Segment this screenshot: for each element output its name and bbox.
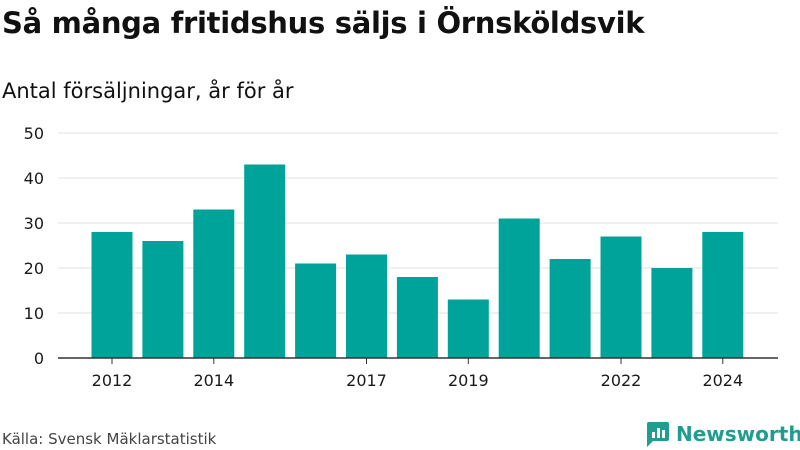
- y-tick-label: 30: [24, 214, 44, 233]
- bar-2022: [600, 236, 642, 358]
- bar-2020: [498, 218, 540, 358]
- y-tick-label: 10: [24, 304, 44, 323]
- x-tick-label: 2017: [346, 371, 387, 390]
- x-tick-label: 2014: [193, 371, 234, 390]
- bar-2012: [91, 232, 133, 358]
- newsworthy-logo-icon: [647, 422, 669, 447]
- bar-2015: [244, 164, 286, 358]
- bar-2018: [396, 277, 438, 358]
- x-tick-label: 2024: [702, 371, 743, 390]
- bar-2016: [295, 263, 337, 358]
- x-tick-label: 2022: [601, 371, 642, 390]
- chart-title: Så många fritidshus säljs i Örnsköldsvik: [2, 6, 645, 40]
- bar-2013: [142, 241, 184, 358]
- source-note: Källa: Svensk Mäklarstatistik: [2, 430, 217, 448]
- y-tick-label: 50: [24, 124, 44, 143]
- bar-2014: [193, 209, 235, 358]
- brand-logo[interactable]: Newsworthy: [644, 420, 800, 448]
- chart-subtitle: Antal försäljningar, år för år: [2, 79, 294, 103]
- bar-2024: [702, 232, 744, 358]
- x-tick-label: 2012: [92, 371, 133, 390]
- x-tick-label: 2019: [448, 371, 489, 390]
- bar-2023: [651, 268, 693, 358]
- bar-chart: 0 10 20 30 40 50 2012 2014 2017 2019 2022 2024: [24, 124, 778, 390]
- bar-2017: [346, 254, 387, 358]
- y-tick-label: 0: [34, 349, 44, 368]
- bar-2021: [549, 259, 591, 358]
- brand-name: Newsworthy: [676, 422, 800, 446]
- y-tick-label: 40: [24, 169, 44, 188]
- y-tick-label: 20: [24, 259, 44, 278]
- bar-2019: [447, 299, 489, 358]
